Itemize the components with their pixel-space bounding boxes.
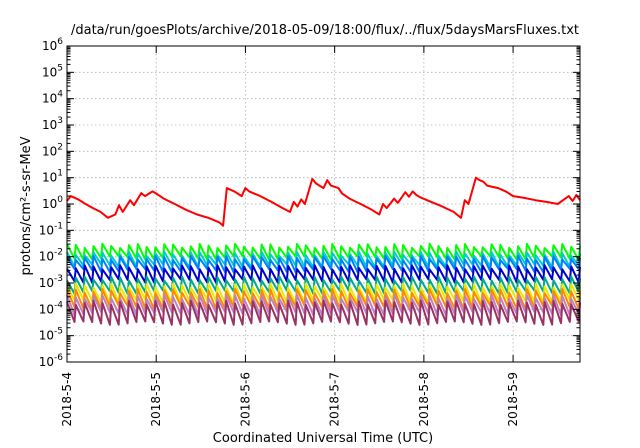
x-tick-label: 2018-5-6 [238, 372, 252, 426]
y-axis-title: protons/cm²-s-sr-MeV [19, 136, 34, 275]
y-tick-label: 100 [42, 195, 63, 211]
y-tick-label: 101 [42, 169, 63, 185]
y-tick-labels: 10-6 10-5 10-4 10-3 10-2 10-1 100 101 102 103 104 1… [39, 37, 64, 369]
tick-marks [66, 45, 580, 363]
y-tick-label: 104 [42, 90, 63, 106]
y-tick-label: 10-6 [39, 353, 64, 369]
y-tick-label: 10-1 [39, 221, 63, 237]
x-tick-label: 2018-5-7 [328, 372, 342, 426]
series-line [66, 264, 581, 284]
x-tick-label: 2018-5-8 [417, 372, 431, 426]
x-tick-labels: 2018-5-4 2018-5-5 2018-5-6 2018-5-7 2018-5-8… [60, 372, 520, 426]
y-tick-label: 105 [42, 63, 63, 79]
chart-title: /data/run/goesPlots/archive/2018-05-09/1… [71, 23, 579, 38]
series-line [66, 275, 581, 295]
x-tick-label: 2018-5-9 [506, 372, 520, 426]
x-axis-title: Coordinated Universal Time (UTC) [213, 431, 433, 446]
y-tick-label: 103 [42, 116, 63, 132]
y-tick-label: 10-5 [39, 327, 63, 343]
series-lines [66, 176, 581, 326]
y-tick-label: 10-3 [39, 274, 63, 290]
series-line [66, 299, 581, 326]
x-tick-label: 2018-5-5 [149, 372, 163, 426]
y-tick-label: 10-4 [39, 300, 64, 316]
series-line [66, 176, 581, 227]
x-tick-label: 2018-5-4 [60, 372, 74, 426]
y-tick-label: 10-2 [39, 248, 63, 264]
y-tick-label: 106 [42, 37, 63, 53]
y-tick-label: 102 [42, 142, 63, 158]
